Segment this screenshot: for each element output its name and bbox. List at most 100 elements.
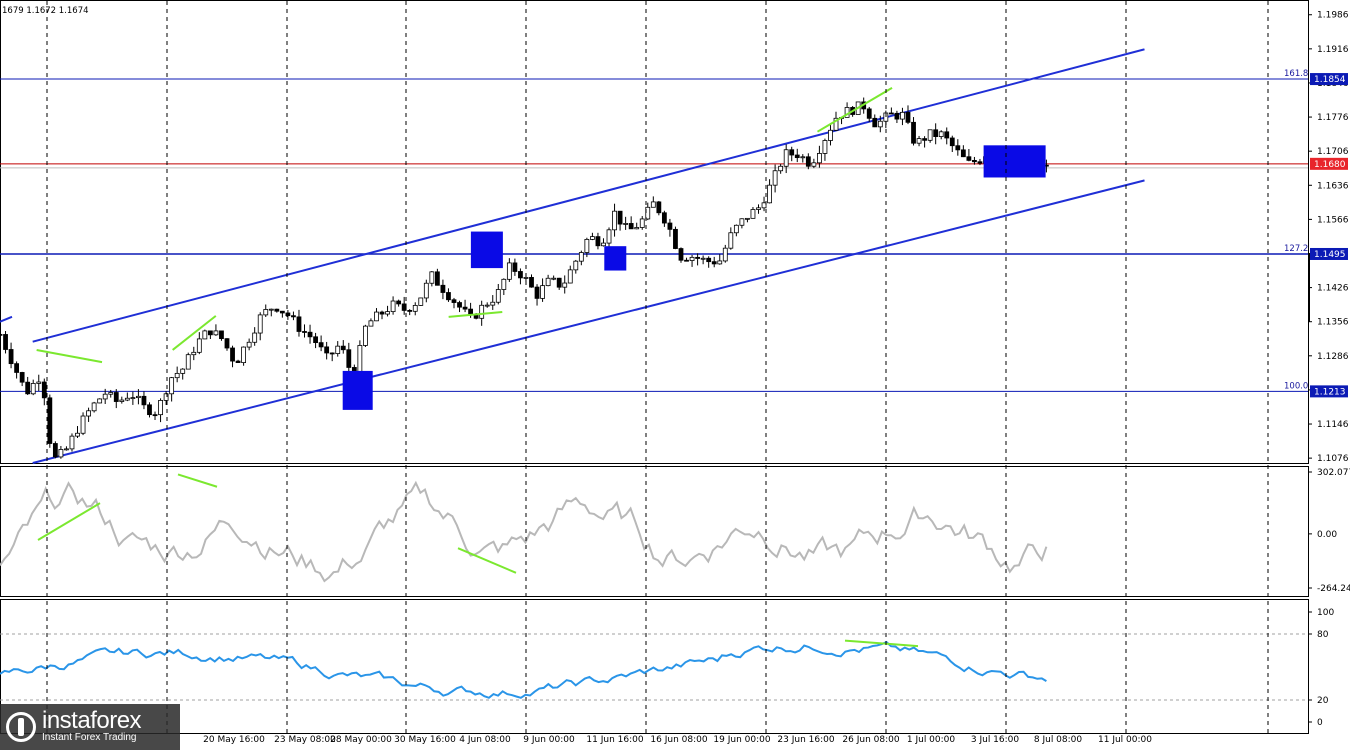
- rsi-panel: 100 80 20 0: [0, 599, 1334, 734]
- candle: [556, 277, 562, 290]
- cci-tick-label: 0.00: [1317, 530, 1337, 540]
- x-axis-label: 30 May 16:00: [394, 735, 456, 745]
- candle-body: [279, 310, 285, 314]
- candle-body: [224, 338, 230, 349]
- candle-body: [540, 285, 545, 299]
- candle: [805, 153, 811, 170]
- candle-body: [601, 242, 606, 247]
- candle-body: [612, 210, 617, 231]
- candle: [141, 391, 147, 410]
- x-axis-label: 23 Jun 16:00: [777, 735, 834, 745]
- candle: [252, 327, 258, 346]
- candle: [484, 302, 490, 308]
- price-tick-label: 1.1706: [1317, 147, 1349, 157]
- candle-body: [800, 156, 806, 159]
- rsi-tick-label: 0: [1317, 718, 1323, 728]
- x-axis-label: 28 May 00:00: [330, 735, 392, 745]
- candle-body: [817, 153, 822, 164]
- candle-body: [828, 129, 833, 141]
- candle-body: [363, 325, 368, 346]
- candle-body: [578, 252, 584, 262]
- candle-body: [590, 236, 595, 240]
- candle-body: [877, 120, 883, 128]
- candle-body: [302, 331, 307, 333]
- candle: [429, 271, 435, 287]
- candle: [64, 446, 69, 451]
- candle-body: [656, 201, 662, 214]
- ohlc-readout: 1679 1.1672 1.1674: [2, 6, 89, 16]
- candle: [163, 390, 169, 405]
- candle: [147, 402, 152, 418]
- candle-body: [429, 271, 435, 284]
- candle: [3, 331, 8, 354]
- candle-body: [230, 347, 235, 362]
- candle: [41, 378, 47, 406]
- candle: [124, 392, 130, 402]
- candle: [761, 196, 767, 212]
- candle-body: [789, 149, 795, 156]
- candle-body: [634, 227, 640, 230]
- candle: [905, 105, 911, 125]
- current-price-tag: [1310, 157, 1348, 170]
- cci-divergence-line: [457, 547, 517, 574]
- candle-body: [202, 330, 208, 340]
- candle-body: [102, 393, 108, 400]
- candle: [0, 329, 3, 336]
- candle: [495, 283, 501, 305]
- divergence-line: [816, 86, 893, 133]
- divergence-line: [172, 315, 217, 351]
- candle: [551, 275, 557, 281]
- candle-body: [119, 399, 125, 402]
- signal-box: [604, 246, 627, 271]
- candle-body: [551, 277, 557, 280]
- watermark-tagline: Instant Forex Trading: [42, 732, 137, 743]
- candle-body: [695, 256, 700, 259]
- candle-body: [567, 269, 573, 284]
- candle: [490, 295, 496, 310]
- candle-body: [894, 112, 900, 120]
- candle-body: [750, 209, 756, 219]
- candle: [590, 232, 595, 241]
- divergence-line: [448, 310, 503, 318]
- price-tick-label: 1.1146: [1317, 420, 1349, 430]
- candle-body: [324, 346, 330, 354]
- candle: [811, 158, 817, 169]
- x-axis-label: 19 Jun 00:00: [713, 735, 770, 745]
- candle: [8, 342, 14, 369]
- candle: [80, 412, 86, 436]
- candle-body: [911, 121, 916, 144]
- candle-body: [462, 306, 468, 310]
- candle: [645, 202, 651, 221]
- candle-body: [440, 284, 446, 293]
- candle-body: [335, 345, 341, 354]
- candle: [739, 218, 745, 229]
- price-tick-label: 1.1916: [1317, 45, 1349, 55]
- candle: [794, 148, 800, 163]
- candle: [933, 123, 939, 145]
- candle-body: [285, 312, 291, 317]
- candle: [196, 332, 202, 355]
- candle-body: [235, 360, 241, 364]
- candle: [185, 352, 191, 370]
- candle-body: [36, 381, 42, 384]
- candle: [457, 300, 462, 313]
- candle: [634, 222, 640, 230]
- candle-body: [385, 311, 390, 315]
- candle-body: [639, 218, 645, 228]
- candle: [706, 256, 712, 268]
- candle: [97, 398, 103, 404]
- cci-line: [0, 480, 1048, 583]
- candle-body: [684, 259, 689, 262]
- candle-body: [900, 111, 905, 120]
- candle: [750, 207, 756, 219]
- candle-body: [58, 449, 64, 458]
- x-axis-label: 11 Jun 16:00: [586, 735, 643, 745]
- fib-price-label: 1.1213: [1314, 387, 1346, 397]
- cci-panel-border: [0, 466, 1309, 597]
- prior-channel-stub: [0, 315, 13, 323]
- candle: [595, 232, 601, 250]
- candle: [202, 329, 208, 340]
- candle: [900, 107, 905, 126]
- candle: [418, 297, 424, 306]
- candle: [224, 338, 230, 351]
